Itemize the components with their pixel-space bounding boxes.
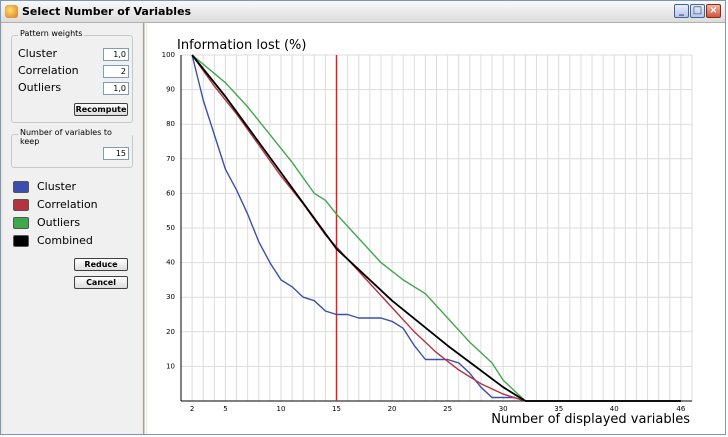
y-tick-label: 30 (166, 293, 175, 301)
series-line-cluster (191, 54, 681, 402)
chart-series (191, 54, 681, 402)
cluster-weight-label: Cluster (18, 47, 58, 60)
app-icon (5, 5, 18, 18)
y-tick-label: 40 (166, 259, 175, 267)
y-tick-label: 10 (166, 362, 175, 370)
close-button[interactable]: × (706, 4, 721, 18)
y-tick-label: 100 (162, 51, 175, 59)
legend-label-outliers: Outliers (37, 216, 81, 229)
cluster-weight-input[interactable]: 1,0 (103, 48, 129, 61)
panel-splitter[interactable] (143, 23, 146, 434)
legend-label-cluster: Cluster (37, 180, 77, 193)
y-tick-label: 50 (166, 224, 175, 232)
pattern-weights-title: Pattern weights (18, 29, 85, 38)
y-tick-label: 70 (166, 155, 175, 163)
window-title: Select Number of Variables (22, 5, 192, 18)
maximize-button[interactable]: □ (690, 4, 705, 18)
chart-title: Information lost (%) (177, 38, 306, 53)
y-tick-label: 80 (166, 120, 175, 128)
x-tick-label: 46 (676, 405, 685, 413)
keep-variables-group: Number of variables to keep 15 (11, 128, 133, 168)
outliers-weight-input[interactable]: 1,0 (103, 82, 129, 95)
legend-swatch-combined (13, 235, 29, 247)
legend-swatch-outliers (13, 217, 29, 229)
recompute-button[interactable]: Recompute (74, 103, 128, 116)
legend-swatch-correlation (13, 199, 29, 211)
correlation-weight-label: Correlation (18, 64, 79, 77)
legend-swatch-cluster (13, 181, 29, 193)
y-tick-label: 60 (166, 189, 175, 197)
pattern-weights-group: Pattern weights Cluster 1,0 Correlation … (11, 29, 133, 123)
minimize-button[interactable]: _ (674, 4, 689, 18)
y-tick-label: 90 (166, 86, 175, 94)
x-tick-label: 20 (388, 405, 397, 413)
x-tick-label: 15 (332, 405, 341, 413)
x-tick-label: 40 (610, 405, 619, 413)
outliers-weight-label: Outliers (18, 81, 62, 94)
keep-variables-title: Number of variables to keep (18, 128, 132, 146)
series-line-combined (191, 54, 681, 402)
correlation-weight-input[interactable]: 2 (103, 65, 129, 78)
x-tick-label: 25 (443, 405, 452, 413)
legend-label-correlation: Correlation (37, 198, 98, 211)
chart-grid (180, 54, 693, 401)
x-tick-label: 30 (499, 405, 508, 413)
x-tick-label: 10 (277, 405, 286, 413)
reduce-button[interactable]: Reduce (74, 258, 128, 271)
x-axis-label: Number of displayed variables (491, 412, 690, 427)
chart-panel: 10 20 30 40 50 60 70 80 90 100 2 5 10 15 20 25 30 35 40 46 … (147, 23, 725, 434)
keep-variables-input[interactable]: 15 (103, 147, 129, 160)
y-tick-label: 20 (166, 328, 175, 336)
settings-panel: Pattern weights Cluster 1,0 Correlation … (3, 23, 142, 434)
x-tick-label: 35 (554, 405, 563, 413)
x-tick-label: 5 (223, 405, 227, 413)
legend-label-combined: Combined (37, 234, 93, 247)
title-bar[interactable]: Select Number of Variables _ □ × (1, 1, 725, 23)
series-line-outliers (191, 54, 681, 402)
series-line-correlation (191, 54, 681, 402)
x-tick-label: 2 (190, 405, 194, 413)
cancel-button[interactable]: Cancel (74, 276, 128, 289)
